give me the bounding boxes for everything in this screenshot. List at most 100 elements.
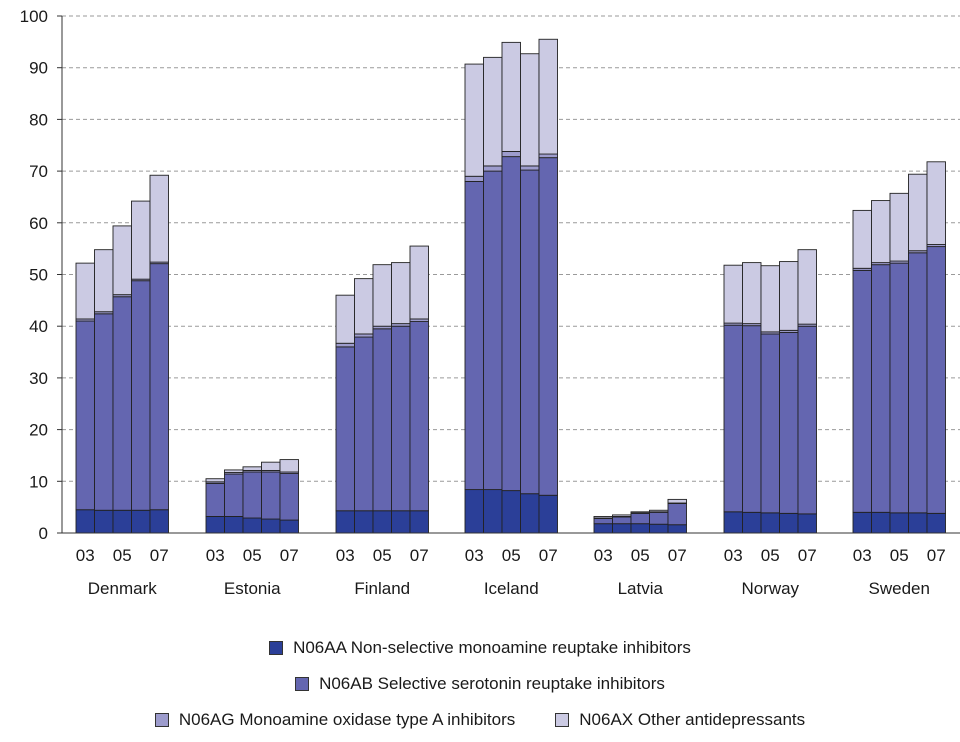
x-year-label: 03 [724, 546, 743, 565]
bar-n06ab [761, 334, 780, 513]
y-tick-label: 100 [20, 7, 48, 26]
bar-n06ax [262, 462, 281, 470]
bar-n06ab [539, 158, 558, 496]
x-year-label: 03 [465, 546, 484, 565]
legend-swatch-n06ax [555, 713, 569, 727]
bar-n06aa [539, 495, 558, 533]
y-tick-label: 30 [29, 369, 48, 388]
bar-n06ax [613, 515, 632, 517]
bar-n06aa [336, 511, 355, 533]
bar-n06ax [780, 262, 799, 331]
bar-n06ax [890, 193, 909, 261]
bar-n06ax [631, 512, 650, 513]
legend-swatch-n06ab [295, 677, 309, 691]
bar-n06ab [132, 281, 151, 511]
bar-n06ax [150, 175, 169, 262]
bar-n06ab [872, 265, 891, 513]
legend-label-n06aa: N06AA Non-selective monoamine reuptake i… [293, 638, 691, 658]
bar-n06ax [225, 470, 244, 473]
bar-n06ax [853, 210, 872, 268]
bar-group-finland [336, 246, 429, 533]
bar-n06ax [594, 516, 613, 518]
x-country-label: Norway [741, 579, 799, 598]
bar-n06ab [613, 517, 632, 524]
x-country-label: Finland [354, 579, 410, 598]
x-country-label: Denmark [88, 579, 157, 598]
bar-group-estonia [206, 460, 299, 533]
bar-n06aa [909, 513, 928, 533]
bar-n06aa [798, 514, 817, 533]
legend-row-1: N06AA Non-selective monoamine reuptake i… [0, 630, 960, 666]
bar-n06aa [465, 490, 484, 533]
legend-label-n06ag: N06AG Monoamine oxidase type A inhibitor… [179, 710, 515, 730]
bar-n06ax [76, 263, 95, 319]
bar-n06ax [113, 226, 132, 295]
bar-n06ab [280, 474, 299, 521]
y-tick-label: 90 [29, 59, 48, 78]
bar-n06ax [132, 201, 151, 279]
bar-group-norway [724, 250, 817, 533]
x-year-label: 05 [243, 546, 262, 565]
bar-n06ax [95, 250, 114, 312]
bar-n06ab [521, 170, 540, 494]
bar-n06ag [355, 334, 374, 337]
bar-n06ab [724, 325, 743, 512]
y-tick-label: 70 [29, 162, 48, 181]
y-tick-label: 50 [29, 266, 48, 285]
bar-n06aa [743, 512, 762, 533]
bar-n06ax [410, 246, 429, 319]
bar-n06aa [373, 511, 392, 533]
bar-n06aa [206, 516, 225, 533]
legend-item-n06aa: N06AA Non-selective monoamine reuptake i… [269, 638, 691, 658]
bar-group-denmark [76, 175, 169, 533]
bar-n06ag [465, 176, 484, 181]
x-year-label: 05 [761, 546, 780, 565]
x-axis: 03 05 07 Denmark 03 05 07 Estonia 03 05 07 Finland 0… [62, 533, 960, 598]
bar-n06aa [927, 513, 946, 533]
x-year-label: 07 [668, 546, 687, 565]
bar-n06ax [484, 57, 503, 166]
bar-n06ab [410, 322, 429, 511]
legend-row-3: N06AG Monoamine oxidase type A inhibitor… [0, 702, 960, 738]
bar-n06ag [521, 166, 540, 170]
x-year-label: 03 [336, 546, 355, 565]
bar-n06ax [521, 54, 540, 166]
bar-n06ab [853, 270, 872, 512]
legend-swatch-n06aa [269, 641, 283, 655]
bar-n06ax [465, 64, 484, 176]
bar-n06ab [650, 512, 669, 524]
bar-n06ab [484, 171, 503, 489]
bar-n06aa [761, 513, 780, 533]
bar-n06ax [909, 174, 928, 251]
bar-n06ax [502, 42, 521, 151]
bar-n06ax [355, 279, 374, 334]
legend-label-n06ax: N06AX Other antidepressants [579, 710, 805, 730]
bar-group-iceland [465, 39, 558, 533]
bar-n06ab [113, 297, 132, 511]
bar-n06ab [502, 157, 521, 491]
bar-n06ab [392, 326, 411, 511]
bar-n06ax [336, 295, 355, 343]
legend: N06AA Non-selective monoamine reuptake i… [0, 630, 960, 738]
bar-n06aa [113, 510, 132, 533]
x-year-label: 07 [927, 546, 946, 565]
legend-item-n06ag: N06AG Monoamine oxidase type A inhibitor… [155, 710, 515, 730]
y-tick-label: 20 [29, 421, 48, 440]
bar-n06ax [392, 263, 411, 324]
x-country-label: Sweden [869, 579, 930, 598]
bar-n06ab [927, 247, 946, 514]
x-country-label: Estonia [224, 579, 281, 598]
bar-n06aa [262, 519, 281, 533]
bar-n06ab [262, 472, 281, 519]
bar-n06aa [225, 516, 244, 533]
x-year-label: 05 [113, 546, 132, 565]
bar-n06aa [95, 510, 114, 533]
x-year-label: 03 [206, 546, 225, 565]
y-axis: 0 10 20 30 40 50 60 70 80 90 100 [20, 7, 62, 543]
bar-group-sweden [853, 162, 946, 533]
x-year-label: 03 [853, 546, 872, 565]
bar-n06ax [280, 460, 299, 472]
x-year-label: 07 [539, 546, 558, 565]
y-tick-label: 40 [29, 317, 48, 336]
bar-n06ab [95, 314, 114, 510]
